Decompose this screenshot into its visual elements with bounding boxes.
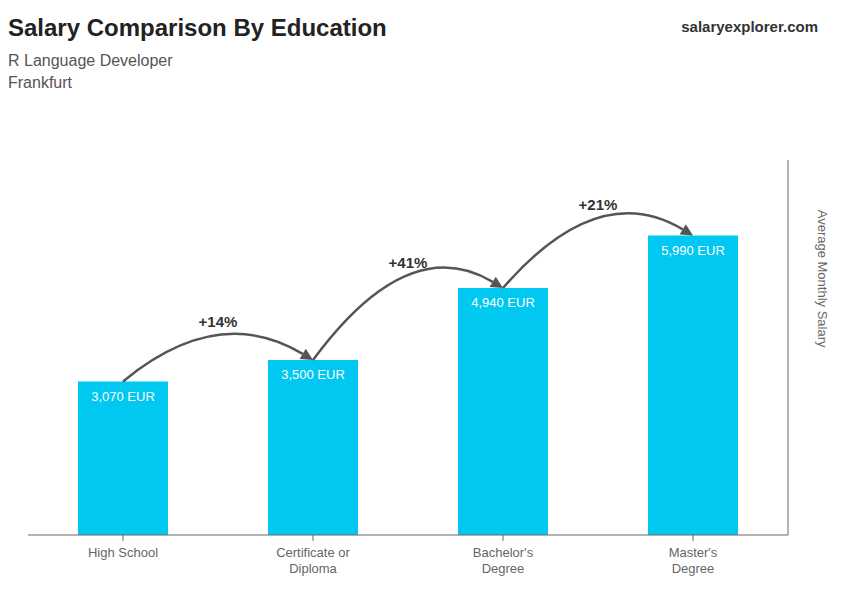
svg-text:Master'sDegree: Master'sDegree: [669, 545, 718, 576]
svg-text:3,070 EUR: 3,070 EUR: [91, 389, 155, 404]
html-text:Frankfurt: Frankfurt: [8, 74, 72, 91]
svg-text:Certificate orDiploma: Certificate orDiploma: [276, 545, 350, 576]
svg-text:3,500 EUR: 3,500 EUR: [281, 367, 345, 382]
html-text:Salary Comparison By Education: Salary Comparison By Education: [8, 14, 387, 41]
svg-text:4,940 EUR: 4,940 EUR: [471, 295, 535, 310]
svg-text:Bachelor'sDegree: Bachelor'sDegree: [473, 545, 534, 576]
svg-text:+41%: +41%: [389, 254, 428, 271]
svg-text:Average Monthly Salary: Average Monthly Salary: [815, 210, 830, 348]
svg-text:High School: High School: [88, 545, 158, 560]
html-text:salary explorer.com: salary explorer.com: [681, 18, 818, 35]
svg-text:5,990 EUR: 5,990 EUR: [661, 243, 725, 258]
svg-text:+21%: +21%: [579, 196, 618, 213]
svg-text:+14%: +14%: [199, 313, 238, 330]
html-text:R Language Developer: R Language Developer: [8, 52, 173, 69]
